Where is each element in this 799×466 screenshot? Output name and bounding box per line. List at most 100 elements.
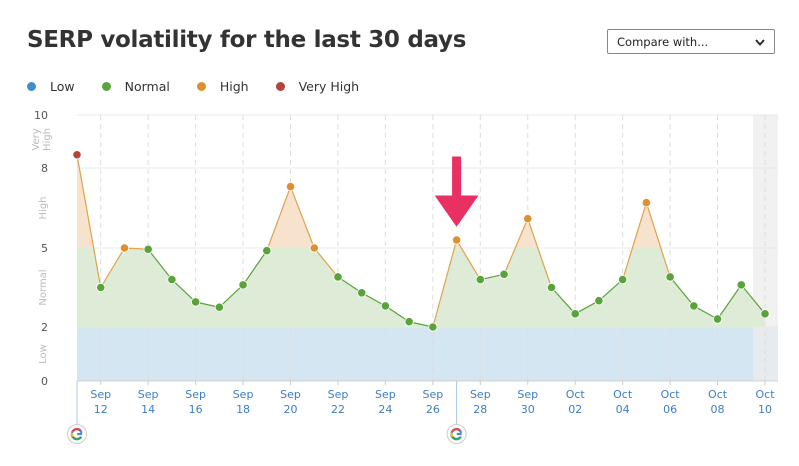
x-tick-label-month: Oct <box>661 388 681 401</box>
legend-item-normal[interactable]: Normal <box>101 78 170 94</box>
series-line-segment <box>242 250 268 286</box>
x-tick-label-month: Sep <box>470 388 491 401</box>
data-point <box>143 244 153 254</box>
legend-item-high[interactable]: High <box>196 78 249 94</box>
y-tick-label: 5 <box>41 242 48 255</box>
data-point <box>357 288 367 298</box>
x-tick-label-day: 18 <box>236 403 250 416</box>
x-tick-label-day: 26 <box>426 403 440 416</box>
y-tick-label: 10 <box>34 109 48 122</box>
data-point <box>428 322 438 332</box>
x-tick-label-month: Oct <box>566 388 586 401</box>
data-point <box>72 150 82 160</box>
google-icon-arc-green <box>451 436 462 441</box>
x-tick-label-month: Sep <box>233 388 254 401</box>
google-icon-arc-green <box>71 436 82 441</box>
data-point <box>570 309 580 319</box>
legend-label-high: High <box>219 78 249 94</box>
x-tick-label-day: 14 <box>141 403 155 416</box>
google-update-icon <box>446 424 467 444</box>
data-point <box>736 280 746 290</box>
series-line-segment <box>740 284 766 315</box>
x-tick-label-month: Sep <box>90 388 111 401</box>
compare-with-label: Compare with... <box>617 35 709 49</box>
series-line-segment <box>717 284 742 320</box>
series-line-segment <box>669 276 695 307</box>
data-point <box>760 309 770 319</box>
data-point <box>191 297 201 307</box>
google-icon-arc-red <box>451 427 461 432</box>
legend-item-low[interactable]: Low <box>27 79 75 94</box>
x-tick-label-month: Sep <box>280 388 301 401</box>
data-point <box>96 282 106 293</box>
x-tick-label-day: 22 <box>331 403 345 416</box>
data-point <box>665 272 675 282</box>
x-tick-label-day: 24 <box>378 403 392 416</box>
data-point <box>309 243 319 253</box>
series-line-segment <box>645 202 671 278</box>
x-tick-label-month: Oct <box>613 388 633 401</box>
series-line-segment <box>171 279 197 303</box>
data-point <box>641 198 651 208</box>
series-line-segment <box>503 218 529 275</box>
band-axis-label: High <box>38 197 49 220</box>
legend-label-very-high: Very High <box>298 78 360 94</box>
data-point <box>285 182 296 192</box>
google-icon-circle <box>446 424 467 444</box>
chart-legend: Low Normal High Very High <box>27 77 359 95</box>
data-point <box>594 296 604 306</box>
series-line-segment <box>622 202 647 280</box>
y-tick-label: 8 <box>41 162 48 175</box>
x-tick-label-day: 06 <box>663 403 677 416</box>
data-point <box>238 280 248 290</box>
data-point <box>712 314 723 324</box>
x-tick-label-month: Sep <box>517 388 538 401</box>
x-tick-label-month: Sep <box>185 388 206 401</box>
google-icon-arc-yellow <box>70 432 74 438</box>
series-line-segment <box>76 154 102 288</box>
series-line-segment <box>337 276 363 294</box>
data-point <box>618 274 628 285</box>
compare-with-dropdown[interactable]: Compare with... <box>607 29 775 54</box>
chevron-down-icon <box>755 39 765 46</box>
legend-item-very-high[interactable]: Very High <box>275 78 360 94</box>
legend-label-normal: Normal <box>124 78 170 94</box>
x-tick-label-day: 20 <box>284 403 298 416</box>
series-line-segment <box>266 186 292 251</box>
annotation-arrow-icon <box>435 156 479 227</box>
series-line-segment <box>432 239 458 328</box>
band-axis-label-very-high: Very <box>31 128 42 150</box>
band-axis-label: Normal <box>38 269 49 305</box>
google-icon-arc-yellow <box>450 432 454 438</box>
series-line-segment <box>289 186 315 249</box>
legend-dot-low <box>27 81 36 91</box>
legend-dot-high <box>196 81 206 91</box>
series-line-segment <box>456 239 481 280</box>
x-tick-label-month: Sep <box>138 388 159 401</box>
data-point <box>380 301 391 311</box>
data-point <box>404 317 414 327</box>
x-tick-label-day: 02 <box>568 403 582 416</box>
x-tick-label-day: 12 <box>94 403 108 416</box>
legend-dot-very-high <box>275 81 285 91</box>
band-bg-high <box>77 168 778 248</box>
x-tick-label-month: Sep <box>328 388 349 401</box>
x-tick-label-day: 30 <box>521 403 535 416</box>
band-low <box>77 327 778 381</box>
series-line-segment <box>313 247 339 278</box>
x-tick-label-day: 04 <box>616 403 630 416</box>
data-point <box>214 302 224 312</box>
y-tick-label: 2 <box>41 321 48 334</box>
data-point <box>451 235 462 245</box>
x-tick-label-month: Sep <box>375 388 396 401</box>
series-line-segment <box>218 284 244 308</box>
y-tick-label: 0 <box>41 375 48 388</box>
legend-label-low: Low <box>50 78 75 94</box>
data-point <box>167 274 177 285</box>
page-title: SERP volatility for the last 30 days <box>27 27 467 53</box>
band-axis-label-very-high: High <box>42 128 53 151</box>
data-point <box>262 246 272 256</box>
google-icon-arc-red <box>71 427 82 432</box>
legend-dot-normal <box>101 81 111 91</box>
